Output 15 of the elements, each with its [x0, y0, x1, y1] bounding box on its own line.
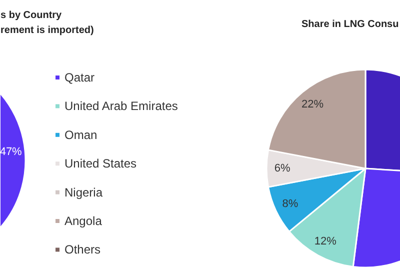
legend-label: Oman: [64, 128, 98, 142]
data-label: 47%: [0, 146, 22, 158]
data-label: 6%: [274, 162, 291, 174]
data-label: 12%: [314, 235, 337, 248]
legend-label: Angola: [64, 214, 102, 228]
data-label: 8%: [282, 198, 298, 210]
legend-label: Others: [64, 242, 101, 257]
legend-label: Qatar: [64, 70, 95, 84]
chart-title: s by Country: [0, 10, 62, 21]
legend-label: Nigeria: [64, 185, 103, 200]
legend-label: United Arab Emirates: [64, 99, 178, 114]
data-label: 22%: [301, 98, 324, 110]
legend-label: United States: [64, 156, 137, 171]
chart-subtitle: rement is imported): [0, 25, 94, 36]
chart-title: Share in LNG Consu: [302, 19, 399, 30]
